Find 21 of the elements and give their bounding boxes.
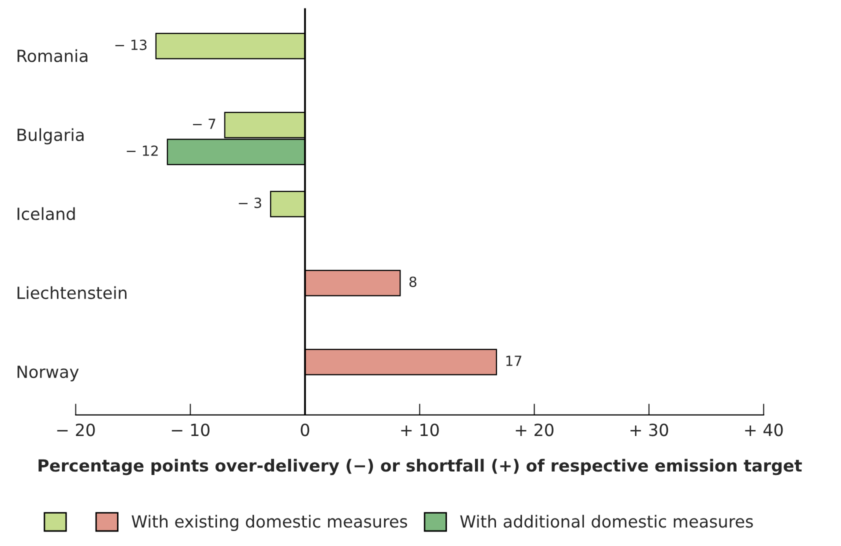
x-tick-label: 0 xyxy=(300,424,310,436)
legend-label: With existing domestic measures xyxy=(132,514,408,531)
x-tick-label: + 20 xyxy=(516,424,554,436)
y-tick-label: Liechtenstein xyxy=(18,286,126,300)
data-label: − 3 xyxy=(238,198,262,208)
legend-label: With additional domestic measures xyxy=(460,514,753,528)
x-tick-label: + 10 xyxy=(401,424,439,436)
data-label: 17 xyxy=(506,356,522,366)
data-label: − 12 xyxy=(126,145,158,156)
x-tick-label: − 20 xyxy=(57,424,95,436)
data-label: − 13 xyxy=(115,40,146,50)
x-tick-label: − 10 xyxy=(172,424,210,436)
y-tick-label: Romania xyxy=(18,49,88,62)
y-tick-label: Bulgaria xyxy=(18,128,84,144)
data-label: 8 xyxy=(409,276,416,288)
data-label: − 7 xyxy=(192,118,216,129)
y-tick-label: Iceland xyxy=(18,207,75,220)
x-tick-label: + 30 xyxy=(630,424,668,436)
x-axis-title: Percentage points over-delivery (−) or shortfall (+) of respective emission target xyxy=(38,458,802,476)
x-tick-label: + 40 xyxy=(745,424,783,436)
y-tick-label: Norway xyxy=(18,366,79,382)
